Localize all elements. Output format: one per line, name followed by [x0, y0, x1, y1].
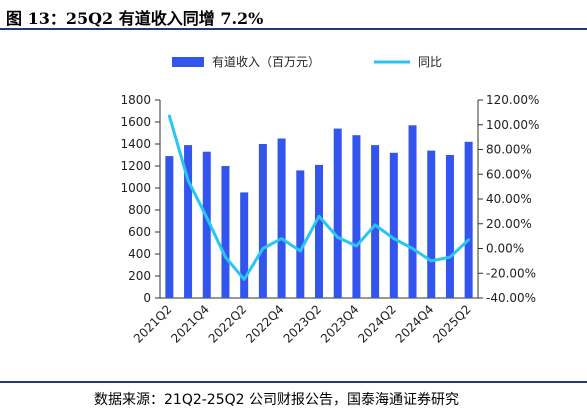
revenue-bar — [445, 155, 454, 298]
revenue-bar — [277, 138, 286, 298]
right-y-tick-label: 80.00% — [486, 143, 532, 157]
revenue-bar — [427, 150, 436, 298]
left-y-tick-label: 1000 — [120, 181, 151, 195]
left-y-tick-label: 1200 — [120, 159, 151, 173]
revenue-bar — [258, 144, 267, 298]
left-y-tick-label: 200 — [128, 269, 151, 283]
left-y-tick-label: 0 — [143, 291, 151, 305]
yoy-line — [167, 114, 471, 281]
right-y-tick-label: -40.00% — [486, 291, 536, 305]
source-bar: 数据来源：21Q2-25Q2 公司财报公告，国泰海通证券研究 — [0, 381, 587, 416]
x-tick-label: 2025Q2 — [430, 302, 474, 346]
right-y-tick-label: 0.00% — [486, 242, 524, 256]
x-tick-label: 2022Q4 — [243, 302, 287, 346]
x-tick-label: 2021Q4 — [168, 302, 212, 346]
right-y-tick-label: 120.00% — [486, 93, 539, 107]
revenue-bar — [389, 152, 398, 298]
right-y-tick-label: 40.00% — [486, 192, 532, 206]
legend-bar-label: 有道收入（百万元） — [212, 55, 320, 69]
revenue-chart: 有道收入（百万元） 同比 0 200 400 600 800 1000 1200 1400 16… — [120, 55, 539, 346]
chart-legend: 有道收入（百万元） 同比 — [172, 55, 442, 69]
left-y-tick-label: 800 — [128, 203, 151, 217]
x-tick-label: 2024Q4 — [393, 302, 437, 346]
plot-area: 0 200 400 600 800 1000 1200 1400 1600 1800 -40.00%… — [120, 93, 539, 346]
revenue-bar — [464, 141, 473, 298]
figure-title-bar: 图 13：25Q2 有道收入同增 7.2% — [0, 0, 587, 30]
revenue-bar — [202, 151, 211, 298]
revenue-bar — [184, 145, 193, 298]
right-y-tick-label: -20.00% — [486, 266, 536, 280]
x-tick-label: 2023Q2 — [281, 302, 325, 346]
legend-line-label: 同比 — [418, 55, 442, 69]
revenue-bar — [333, 128, 342, 298]
source-note: 数据来源：21Q2-25Q2 公司财报公告，国泰海通证券研究 — [94, 392, 459, 408]
x-tick-label: 2023Q4 — [318, 302, 362, 346]
left-y-tick-label: 1800 — [120, 93, 151, 107]
figure-title: 图 13：25Q2 有道收入同增 7.2% — [6, 9, 264, 28]
revenue-bar — [352, 135, 361, 298]
x-tick-label: 2024Q2 — [355, 302, 399, 346]
right-y-tick-label: 20.00% — [486, 217, 532, 231]
left-y-tick-label: 1400 — [120, 137, 151, 151]
revenue-bar — [296, 170, 305, 298]
right-y-tick-label: 60.00% — [486, 167, 532, 181]
revenue-bar — [240, 192, 249, 298]
x-tick-label: 2022Q2 — [206, 302, 250, 346]
right-y-tick-label: 100.00% — [486, 118, 539, 132]
revenue-bar — [315, 164, 323, 298]
revenue-bar — [371, 145, 380, 298]
revenue-bar — [408, 125, 417, 298]
x-tick-label: 2021Q2 — [131, 302, 175, 346]
left-y-tick-label: 400 — [128, 247, 151, 261]
revenue-bar — [165, 156, 174, 298]
revenue-bar — [221, 166, 230, 298]
left-y-tick-label: 1600 — [120, 115, 151, 129]
left-y-tick-label: 600 — [128, 225, 151, 239]
legend-bar-swatch — [172, 57, 204, 67]
